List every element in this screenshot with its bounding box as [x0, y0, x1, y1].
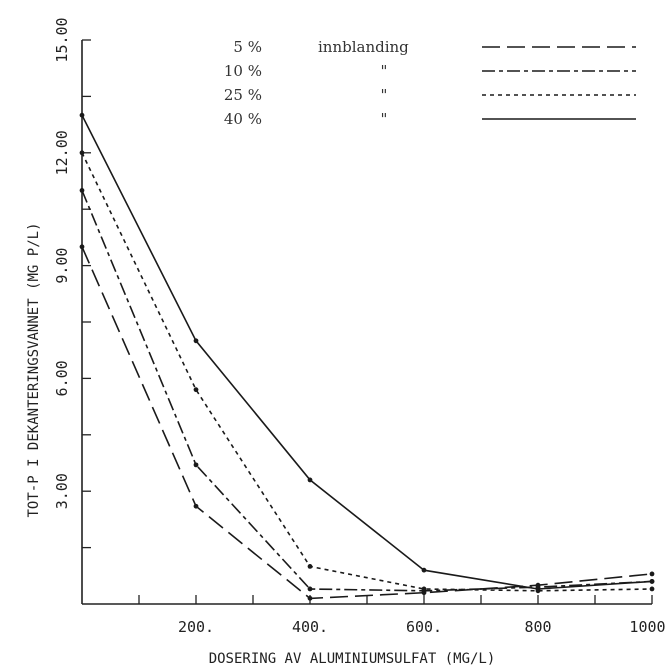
legend-note: innblanding — [318, 38, 409, 56]
data-point — [649, 586, 655, 592]
data-point — [79, 150, 85, 156]
legend-label: 10 % — [224, 62, 262, 80]
y-tick-label: 3.00 — [53, 473, 71, 509]
data-point — [193, 387, 199, 393]
series-3 — [79, 150, 655, 594]
series-2 — [79, 188, 655, 594]
legend-label: 25 % — [224, 86, 262, 104]
data-point — [649, 571, 655, 577]
series-4 — [79, 112, 655, 592]
data-point — [535, 586, 541, 592]
series-1 — [79, 244, 655, 601]
series-line — [81, 152, 653, 592]
data-point — [307, 564, 313, 569]
data-point — [79, 244, 85, 250]
legend-note: " — [381, 110, 388, 128]
series-layer — [79, 112, 655, 601]
x-tick-label: 800 — [524, 618, 551, 636]
x-tick-label: 200. — [178, 618, 214, 636]
data-point — [79, 112, 85, 118]
x-tick-label: 600. — [406, 618, 442, 636]
y-tick-label: 12.00 — [53, 130, 71, 175]
series-line — [81, 246, 653, 600]
axes: 200. 400. 600. 800 1000. 3.00 6.00 9.00 12.00 15.… — [53, 17, 668, 636]
legend-note: " — [381, 62, 388, 80]
y-tick-label: 6.00 — [53, 360, 71, 396]
data-point — [193, 503, 199, 509]
legend-note: " — [381, 86, 388, 104]
data-point — [421, 567, 427, 573]
legend-label: 5 % — [233, 38, 262, 56]
data-point — [193, 462, 199, 468]
y-tick-label: 15.00 — [53, 17, 71, 62]
data-point — [649, 579, 655, 584]
data-point — [79, 188, 85, 193]
y-axis-label: TOT-P I DEKANTERINGSVANNET (MG P/L) — [26, 222, 42, 517]
data-point — [193, 338, 199, 344]
x-tick-label: 400. — [292, 618, 328, 636]
data-point — [307, 586, 313, 592]
data-point — [307, 477, 313, 483]
series-line — [81, 190, 653, 592]
legend-label: 40 % — [224, 110, 262, 128]
data-point — [421, 586, 427, 592]
x-axis-label: DOSERING AV ALUMINIUMSULFAT (MG/L) — [209, 651, 496, 667]
x-tick-label: 1000. — [629, 618, 668, 636]
data-point — [307, 595, 313, 601]
y-tick-label: 9.00 — [53, 248, 71, 284]
legend: 5 % innblanding 10 % " 25 % " 40 % " — [224, 38, 636, 128]
series-line — [81, 114, 653, 590]
